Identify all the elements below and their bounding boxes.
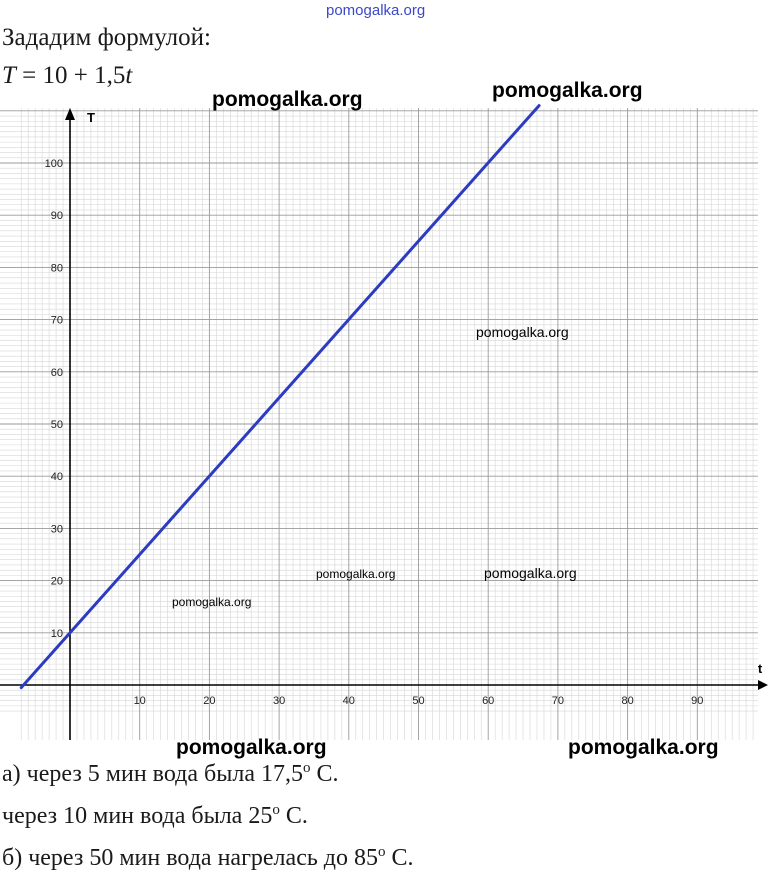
x-axis-arrow [758,680,768,690]
answer-b-text: через 10 мин вода была 25 [2,803,273,829]
watermark-6: pomogalka.org [172,595,252,609]
answer-a-degree: о [302,760,311,776]
answer-c-degree: о [378,844,386,860]
series [19,104,541,690]
watermark-3: pomogalka.org [476,324,569,340]
series-line [19,104,541,690]
intro-text: Зададим формулой: [2,24,211,51]
y-tick-label: 50 [51,419,63,431]
chart: tT 10 20 30 40 50 60 70 80 901020304050607080901… [0,104,768,740]
answer-a-unit: С. [310,761,339,787]
watermark-2: pomogalka.org [492,79,643,102]
y-tick-label: 40 [51,471,63,483]
answer-a: а) через 5 мин вода была 17,5о С. [2,760,339,788]
grid-major [0,108,758,740]
y-tick-label: 30 [51,523,63,535]
answer-b-unit: С. [279,803,308,829]
x-tick-label: 40 [343,695,355,707]
x-tick-label: 30 [273,695,285,707]
formula-lhs: T [2,62,16,89]
watermark-top: pomogalka.org [326,2,426,19]
x-tick-label: 10 [134,695,146,707]
answer-c-text: б) через 50 мин вода нагрелась до 85 [2,845,378,871]
y-tick-label: 20 [51,576,63,588]
answer-c-unit: С. [385,845,414,871]
x-tick-label: 90 [691,695,703,707]
answer-b: через 10 мин вода была 25о С. [2,802,308,830]
answer-c: б) через 50 мин вода нагрелась до 85о С. [2,844,414,872]
watermark-1: pomogalka.org [212,88,363,111]
formula-var: t [125,62,133,89]
watermark-5: pomogalka.org [484,565,577,581]
y-tick-label: 100 [45,158,63,170]
y-axis-label: T [87,110,95,125]
x-tick-label: 80 [621,695,633,707]
y-tick-label: 60 [51,367,63,379]
y-tick-label: 70 [51,315,63,327]
y-tick-label: 90 [51,210,63,222]
watermark-8: pomogalka.org [568,736,719,759]
y-tick-label: 10 [51,628,63,640]
answer-b-degree: о [272,802,280,818]
formula-rhs: = 10 + 1,5 [15,62,126,89]
x-tick-label: 70 [552,695,564,707]
watermark-4: pomogalka.org [316,567,396,581]
x-tick-label: 60 [482,695,494,707]
y-tick-label: 80 [51,262,63,274]
x-tick-label: 20 [203,695,215,707]
formula: T = 10 + 1,5t [2,62,132,90]
y-axis-arrow [65,108,75,120]
axes: tT [0,108,768,740]
tick-labels: 10 20 30 40 50 60 70 80 90 10 20 30 40 50 60 70 80 90 100 [45,158,704,707]
answer-a-text: а) через 5 мин вода была 17,5 [2,761,303,787]
x-tick-label: 50 [412,695,424,707]
x-axis-label: t [758,661,763,676]
watermark-7: pomogalka.org [176,736,327,759]
